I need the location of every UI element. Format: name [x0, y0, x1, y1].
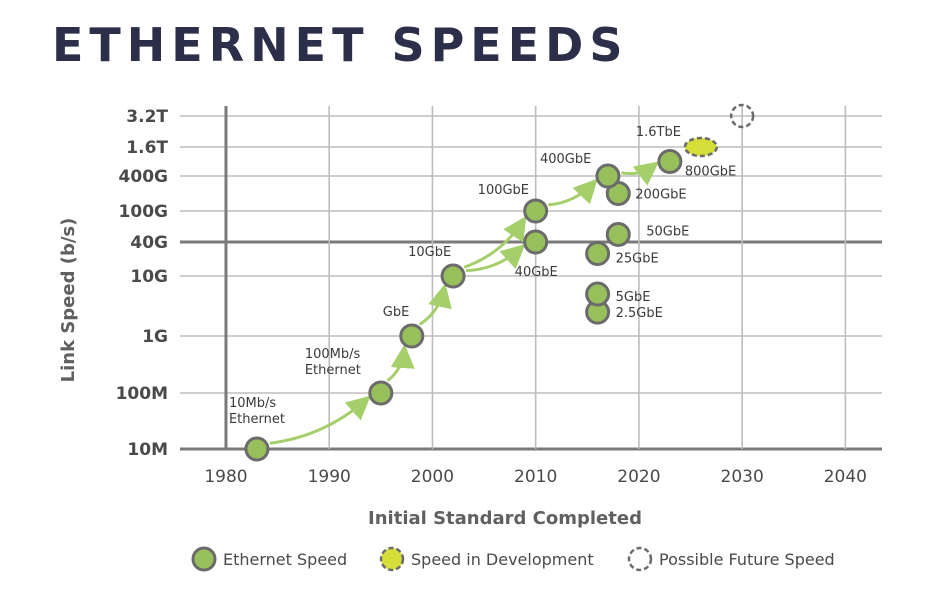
- y-tick-100g: 100G: [119, 202, 168, 222]
- label-50gbe: 50GbE: [646, 224, 689, 239]
- point-5gbe: [585, 281, 611, 307]
- arrow-10gbe-to-40gbe: [465, 244, 526, 273]
- x-tick-2030: 2030: [721, 467, 764, 487]
- label-10mb-s-ethernet-line-1: 10Mb/s: [229, 396, 276, 411]
- y-tick-1g: 1G: [142, 327, 168, 347]
- point-gbe: [399, 323, 425, 349]
- y-tick-10g: 10G: [130, 267, 168, 287]
- label-25gbe: 25GbE: [616, 252, 659, 267]
- point-1-6tbe: [683, 136, 719, 158]
- progression-arrows: [269, 161, 660, 445]
- x-tick-2020: 2020: [617, 467, 660, 487]
- y-tick-400g: 400G: [119, 167, 168, 187]
- legend-marker-speed-in-development: [379, 546, 405, 572]
- x-tick-2000: 2000: [411, 467, 454, 487]
- point-800gbe: [657, 149, 683, 174]
- x-axis-ticks: 1980 1990 2000 2010 2020 2030 2040: [204, 467, 867, 487]
- label-100mb-s-ethernet-line-2: Ethernet: [305, 363, 361, 378]
- label-5gbe: 5GbE: [616, 290, 651, 305]
- arrow-100mb-s-ethernet-to-gbe: [386, 344, 415, 382]
- arrow-gbe-to-10gbe: [418, 283, 452, 326]
- legend-label-speed-in-development: Speed in Development: [411, 550, 594, 569]
- y-tick-100m: 100M: [116, 384, 168, 404]
- point-25gbe: [585, 241, 611, 267]
- label-800gbe: 800GbE: [685, 165, 736, 180]
- legend-marker-possible-future-speed: [627, 546, 653, 572]
- point-50gbe: [605, 221, 631, 247]
- y-axis-ticks: 10M 100M 1G 10G 40G 100G 400G 1.6T 3.2T: [116, 107, 169, 460]
- arrow-100gbe-to-400gbe: [548, 178, 598, 207]
- x-axis-title: Initial Standard Completed: [368, 508, 642, 529]
- y-tick-3-2t: 3.2T: [126, 107, 168, 127]
- point-100gbe: [523, 198, 549, 224]
- legend-label-ethernet-speed: Ethernet Speed: [223, 550, 347, 569]
- chart-title: ETHERNET SPEEDS: [52, 18, 629, 72]
- x-tick-1980: 1980: [204, 467, 247, 487]
- point-40gbe: [523, 229, 549, 255]
- x-tick-2040: 2040: [824, 467, 867, 487]
- label-2-5gbe: 2.5GbE: [616, 306, 663, 321]
- y-tick-40g: 40G: [130, 233, 168, 253]
- y-axis-title: Link Speed (b/s): [58, 218, 79, 383]
- point-possible-future-speed: [729, 103, 755, 129]
- label-100gbe: 100GbE: [478, 183, 529, 198]
- point-labels: 10Mb/sEthernet100Mb/sEthernetGbE10GbE40G…: [229, 125, 736, 427]
- legend-label-possible-future-speed: Possible Future Speed: [659, 550, 835, 569]
- label-10gbe: 10GbE: [408, 245, 451, 260]
- point-10mb-s-ethernet: [244, 436, 270, 462]
- arrow-10gbe-to-100gbe: [463, 215, 527, 269]
- label-400gbe: 400GbE: [540, 152, 591, 167]
- legend: Ethernet Speed Speed in Development Possib…: [191, 546, 835, 572]
- label-100mb-s-ethernet-line-1: 100Mb/s: [305, 347, 361, 362]
- arrow-400gbe-to-800gbe: [621, 161, 660, 186]
- grid: [180, 106, 882, 451]
- x-tick-1990: 1990: [308, 467, 351, 487]
- label-40gbe: 40GbE: [515, 265, 558, 280]
- x-tick-2010: 2010: [514, 467, 557, 487]
- data-points: [244, 103, 755, 462]
- arrow-10mb-s-ethernet-to-100mb-s-ethernet: [269, 395, 371, 445]
- legend-marker-ethernet-speed: [191, 546, 217, 572]
- point-100mb-s-ethernet: [368, 380, 394, 406]
- label-gbe: GbE: [383, 305, 410, 320]
- point-10gbe: [440, 263, 466, 289]
- label-200gbe: 200GbE: [635, 188, 686, 203]
- y-tick-1-6t: 1.6T: [126, 138, 168, 158]
- point-400gbe: [595, 163, 621, 189]
- label-10mb-s-ethernet-line-2: Ethernet: [229, 412, 285, 427]
- label-1-6tbe: 1.6TbE: [636, 125, 681, 140]
- y-tick-10m: 10M: [127, 440, 168, 460]
